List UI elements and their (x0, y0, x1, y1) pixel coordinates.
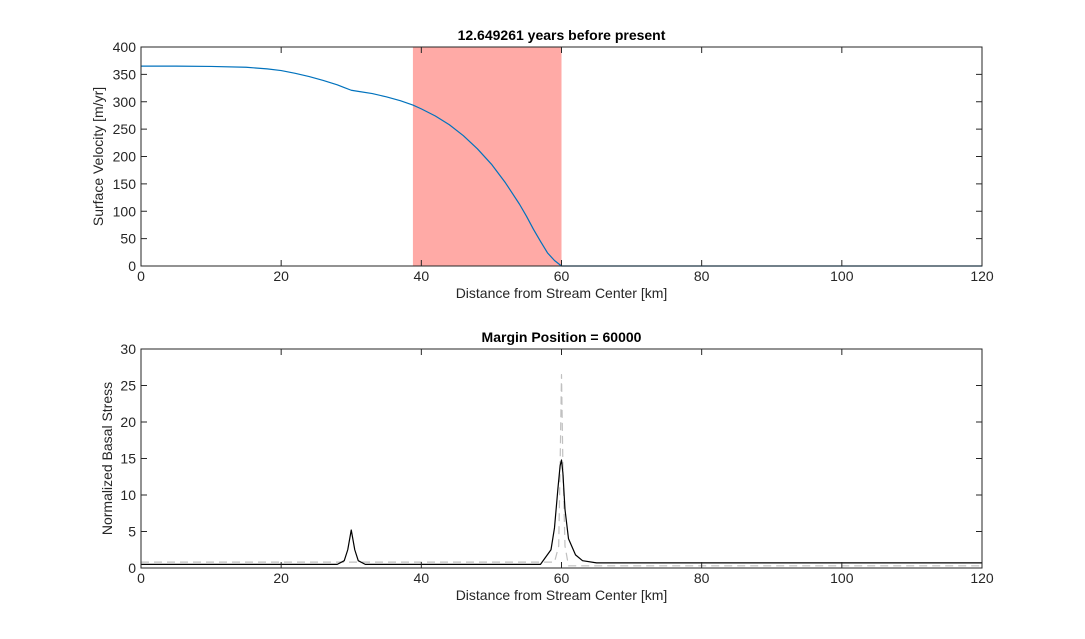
x-tick-label: 20 (273, 268, 289, 284)
chart-title: 12.649261 years before present (458, 27, 666, 43)
y-tick-label: 50 (120, 231, 136, 247)
y-tick-label: 10 (120, 487, 136, 503)
x-tick-label: 40 (414, 570, 430, 586)
x-tick-label: 60 (554, 570, 570, 586)
chart-title: Margin Position = 60000 (482, 329, 642, 345)
y-tick-label: 0 (128, 258, 136, 274)
x-tick-label: 20 (273, 570, 289, 586)
y-axis-label: Surface Velocity [m/yr] (90, 87, 106, 226)
y-axis-label: Normalized Basal Stress (99, 382, 115, 535)
y-tick-label: 150 (113, 176, 137, 192)
y-tick-label: 0 (128, 560, 136, 576)
series-line-0 (141, 373, 982, 567)
x-tick-label: 40 (414, 268, 430, 284)
y-tick-label: 350 (113, 66, 137, 82)
y-tick-label: 300 (113, 94, 137, 110)
y-tick-label: 25 (120, 378, 136, 394)
y-tick-label: 5 (128, 524, 136, 540)
basal-stress-chart: 0 20 40 60 80 100 120 0 5 10 15 20 25 30 Margin Positi… (99, 329, 994, 603)
y-tick-label: 400 (113, 39, 137, 55)
y-tick-label: 15 (120, 451, 136, 467)
velocity-chart: 0 20 40 60 80 100 120 0 50 100 150 200 250 300 350 400 1… (90, 27, 994, 301)
y-tick-label: 30 (120, 341, 136, 357)
x-tick-label: 120 (970, 268, 994, 284)
x-tick-label: 0 (137, 570, 145, 586)
x-tick-label: 120 (970, 570, 994, 586)
plot-area (141, 349, 982, 568)
series-line-1 (141, 459, 982, 565)
shaded-region (412, 47, 562, 266)
x-tick-label: 60 (554, 268, 570, 284)
x-tick-label: 0 (137, 268, 145, 284)
x-tick-label: 80 (694, 570, 710, 586)
y-tick-label: 250 (113, 121, 137, 137)
x-tick-label: 100 (830, 570, 854, 586)
x-tick-label: 80 (694, 268, 710, 284)
y-tick-label: 100 (113, 203, 137, 219)
x-axis-label: Distance from Stream Center [km] (456, 587, 668, 603)
x-tick-label: 100 (830, 268, 854, 284)
x-axis-label: Distance from Stream Center [km] (456, 285, 668, 301)
y-tick-label: 200 (113, 149, 137, 165)
y-tick-label: 20 (120, 414, 136, 430)
